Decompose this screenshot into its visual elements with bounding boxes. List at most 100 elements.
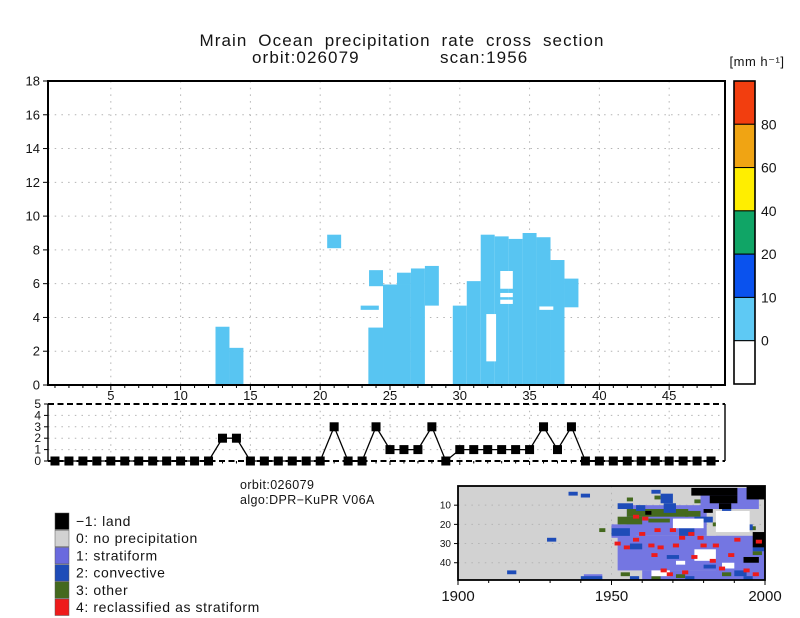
raintype-region	[651, 576, 661, 580]
y-tick-label: 3	[34, 420, 41, 434]
flag-marker	[217, 433, 227, 443]
y-tick-label: 0	[34, 454, 41, 468]
raintype-region	[694, 499, 701, 504]
raintype-region	[648, 518, 670, 523]
raintype-region	[752, 547, 765, 552]
colorbar-segment	[733, 167, 756, 212]
raintype-region	[685, 576, 695, 580]
raintype-region	[617, 516, 643, 525]
flag-marker	[552, 445, 562, 455]
colorbar-segment	[733, 123, 756, 169]
colorbar-segment	[733, 210, 756, 255]
x-tick-label: 5	[107, 388, 114, 403]
raintype-speck	[700, 543, 707, 548]
y-tick-label: 10	[26, 209, 40, 224]
colorbar-segment	[733, 340, 756, 385]
raintype-region	[675, 560, 686, 565]
raintype-region	[580, 576, 603, 580]
x-tick-label: 40	[592, 388, 606, 403]
raintype-speck	[632, 537, 640, 542]
precip-cell	[396, 272, 411, 285]
raintype-region	[636, 505, 646, 511]
precip-cell	[368, 327, 384, 385]
precip-cell	[229, 347, 244, 385]
y-tick-label: 14	[26, 141, 40, 156]
precip-cell	[383, 284, 411, 385]
raintype-speck	[632, 514, 640, 519]
legend-item-label: 4: reclassified as stratiform	[76, 599, 260, 615]
x-tick-label: 1950	[595, 588, 628, 605]
precip-cell	[410, 268, 425, 385]
chart-title: Mrain Ocean precipitation rate cross sec…	[199, 31, 604, 50]
precip-cell	[564, 278, 579, 308]
legend-item: 0: no precipitation	[54, 529, 197, 547]
raintype-region	[675, 574, 686, 579]
precip-cell	[536, 237, 551, 385]
raintype-speck	[697, 535, 704, 540]
raintype-region	[715, 510, 750, 533]
raintype-region	[709, 495, 738, 504]
colorbar-frame	[733, 80, 756, 385]
colorbar-label: 60	[761, 160, 777, 176]
flag-marker	[497, 445, 507, 455]
raintype-speck	[688, 532, 695, 536]
colorbar-label: 20	[761, 246, 777, 262]
raintype-speck	[623, 545, 630, 550]
raintype-region	[663, 503, 676, 513]
y-tick-label: 30	[440, 539, 452, 550]
raintype-speck	[718, 566, 726, 571]
x-tick-label: 10	[173, 388, 187, 403]
raintype-speck	[666, 572, 673, 577]
flag-marker	[455, 445, 465, 455]
x-tick-label: 30	[453, 388, 467, 403]
raintype-speck	[669, 528, 676, 533]
raintype-region	[752, 551, 762, 556]
colorbar-label: 80	[761, 116, 777, 132]
raintype-speck	[682, 570, 689, 575]
legend-item: −1: land	[54, 512, 130, 530]
legend-item-label: 3: other	[76, 582, 128, 598]
flag-marker	[231, 433, 241, 443]
raintype-speck	[752, 572, 759, 577]
raintype-region	[666, 555, 680, 559]
precip-hole	[500, 271, 513, 289]
y-tick-label: 4	[34, 408, 41, 422]
legend-swatch	[54, 598, 70, 616]
flag-marker	[371, 422, 381, 432]
flag-marker	[483, 445, 493, 455]
precip-cell	[508, 238, 523, 385]
raintype-speck	[648, 543, 655, 548]
precip-hole	[500, 292, 513, 298]
flag-marker	[329, 422, 339, 432]
precip-cell	[550, 260, 565, 385]
raintype-region	[599, 528, 606, 533]
flag-marker	[413, 445, 423, 455]
legend-item-label: 2: convective	[76, 565, 166, 581]
y-tick-label: 40	[440, 558, 452, 569]
raintype-region	[672, 518, 704, 529]
raintype-region	[722, 562, 735, 569]
colorbar-label: 40	[761, 203, 777, 219]
y-tick-label: 8	[33, 242, 40, 257]
raintype-region	[611, 528, 630, 536]
y-tick-label: 4	[33, 310, 40, 325]
raintype-region	[645, 510, 652, 515]
precip-cell	[466, 281, 481, 385]
x-tick-label: 45	[662, 388, 676, 403]
colorbar-label: 10	[761, 289, 777, 305]
precip-cell	[424, 265, 439, 306]
precip-cell	[327, 234, 342, 249]
raintype-region	[743, 576, 753, 580]
caption: orbit:026079 algo:DPR−KuPR V06A	[240, 478, 375, 507]
raintype-speck	[734, 537, 741, 542]
precip-cell	[215, 326, 230, 385]
y-tick-label: 1	[34, 443, 41, 457]
y-tick-label: 12	[26, 175, 40, 190]
raintype-region	[703, 509, 713, 513]
colorbar-label: 0	[761, 333, 769, 349]
raintype-region	[660, 493, 673, 504]
legend-item: 1: stratiform	[54, 547, 157, 565]
raintype-speck	[614, 541, 621, 546]
